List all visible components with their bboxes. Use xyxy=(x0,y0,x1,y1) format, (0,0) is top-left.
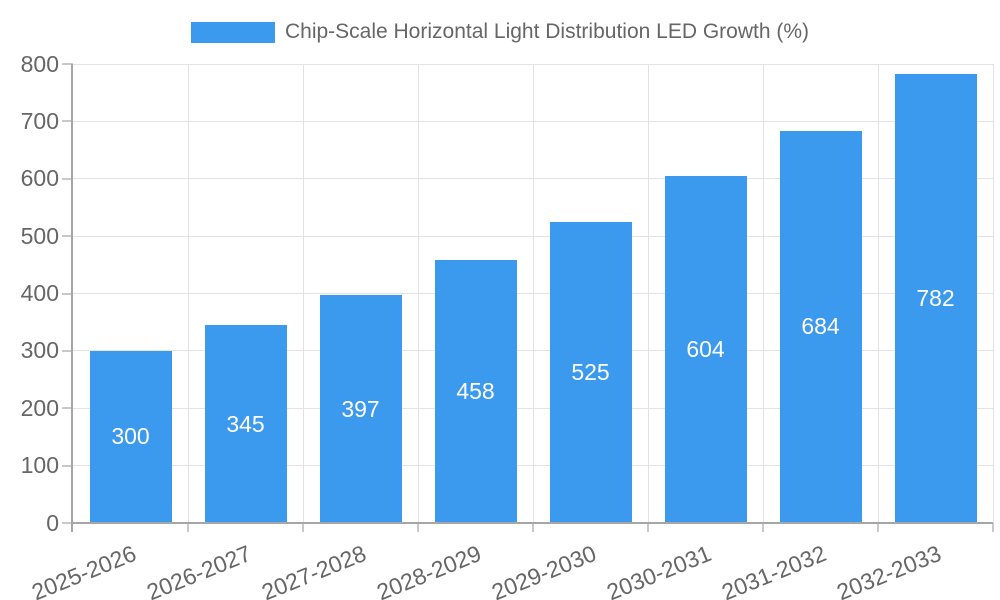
y-axis-tick xyxy=(62,235,73,238)
bar-2031-2032[interactable] xyxy=(779,130,862,523)
gridline-vertical xyxy=(187,64,189,523)
x-axis-tick-label: 2032-2033 xyxy=(832,540,945,600)
bar-value-label: 684 xyxy=(801,313,840,340)
x-axis-tick xyxy=(417,523,419,532)
bar-value-label: 345 xyxy=(226,410,265,437)
gridline-vertical xyxy=(302,64,304,523)
bar-2026-2027[interactable] xyxy=(204,325,287,523)
x-axis-tick-label: 2026-2027 xyxy=(142,540,255,600)
chart-title: Chip-Scale Horizontal Light Distribution… xyxy=(284,20,810,43)
bar-2028-2029[interactable] xyxy=(434,260,517,523)
y-axis-tick xyxy=(62,522,73,524)
y-axis-tick xyxy=(62,177,73,180)
x-axis-tick-label: 2031-2032 xyxy=(717,540,830,600)
x-axis-tick xyxy=(647,523,649,532)
x-axis-tick-label: 2027-2028 xyxy=(257,540,370,600)
y-axis-tick-label: 100 xyxy=(20,452,59,479)
y-axis-tick-label: 0 xyxy=(46,509,59,536)
gridline-vertical xyxy=(417,64,419,523)
bar-value-label: 397 xyxy=(341,395,380,422)
bar-value-label: 525 xyxy=(571,358,610,385)
bar-value-label: 300 xyxy=(111,423,150,450)
gridline-vertical xyxy=(762,64,764,523)
bar-2032-2033[interactable] xyxy=(894,74,977,523)
x-axis-tick-label: 2030-2031 xyxy=(602,540,715,600)
x-axis-tick xyxy=(762,523,764,532)
y-axis-tick-label: 400 xyxy=(20,280,59,306)
y-axis-tick-label: 300 xyxy=(20,337,59,364)
x-axis-tick xyxy=(187,523,189,532)
gridline-vertical xyxy=(877,64,879,523)
y-axis-tick xyxy=(62,464,73,467)
gridline-vertical xyxy=(532,64,534,523)
y-axis-tick xyxy=(62,63,73,65)
bar-2030-2031[interactable] xyxy=(664,176,747,523)
y-axis-tick xyxy=(62,292,73,295)
y-axis-tick-label: 800 xyxy=(20,50,59,77)
bar-value-label: 458 xyxy=(456,378,495,405)
y-axis-tick xyxy=(62,349,73,352)
x-axis-tick xyxy=(992,523,994,532)
x-axis-tick-label: 2029-2030 xyxy=(487,540,600,600)
x-axis-tick-label: 2025-2026 xyxy=(27,540,140,600)
y-axis-line xyxy=(71,64,73,532)
bar-value-label: 782 xyxy=(916,285,955,312)
bar-value-label: 604 xyxy=(686,336,725,363)
gridline-vertical xyxy=(992,64,994,523)
y-axis-tick-label: 500 xyxy=(20,222,59,249)
bar-2025-2026[interactable] xyxy=(89,350,172,523)
y-axis-tick xyxy=(62,120,73,123)
y-axis-tick xyxy=(62,407,73,410)
x-axis-tick xyxy=(302,523,304,532)
bar-2027-2028[interactable] xyxy=(319,295,402,523)
plot-area: 0 100 200 300 400 500 600 700 800 300 2025-2026 345… xyxy=(21,51,994,600)
x-axis-tick xyxy=(877,523,879,532)
gridline-vertical xyxy=(647,64,649,523)
x-axis-line xyxy=(71,522,993,524)
y-axis-tick-label: 200 xyxy=(20,394,59,421)
y-axis-tick-label: 600 xyxy=(20,165,59,192)
legend-swatch-icon xyxy=(190,21,275,43)
bar-2029-2030[interactable] xyxy=(549,221,632,523)
y-axis-tick-label: 700 xyxy=(20,107,59,134)
chart-legend[interactable]: Chip-Scale Horizontal Light Distribution… xyxy=(0,20,1000,44)
x-axis-tick-label: 2028-2029 xyxy=(372,540,485,600)
x-axis-tick xyxy=(532,523,534,532)
